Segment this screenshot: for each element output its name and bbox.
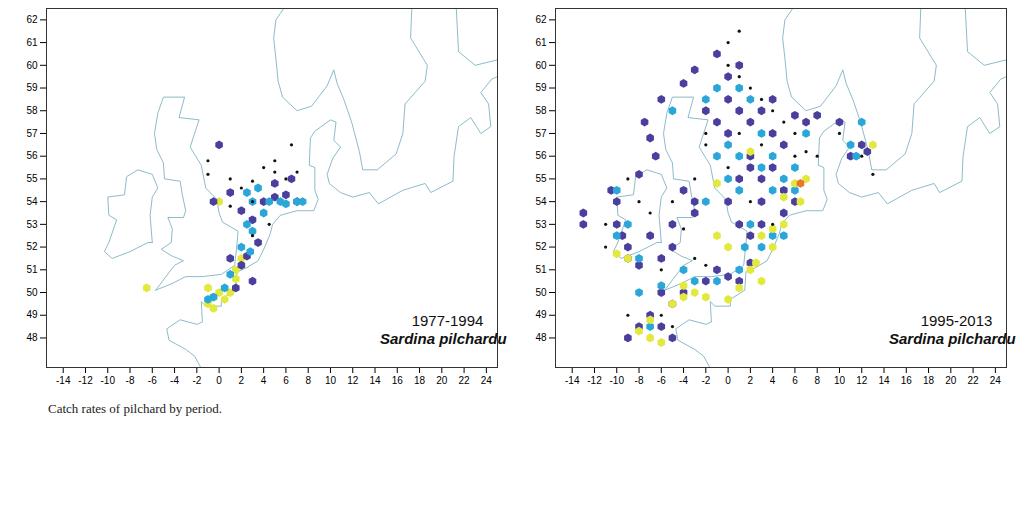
svg-text:18: 18 [414, 375, 426, 386]
svg-text:61: 61 [26, 37, 38, 48]
svg-text:-4: -4 [679, 375, 688, 386]
svg-text:24: 24 [481, 375, 493, 386]
svg-text:10: 10 [834, 375, 846, 386]
svg-text:-2: -2 [192, 375, 201, 386]
svg-text:52: 52 [535, 241, 547, 252]
svg-text:1977-1994: 1977-1994 [412, 312, 484, 329]
svg-text:18: 18 [923, 375, 935, 386]
svg-text:-10: -10 [101, 375, 116, 386]
svg-text:12: 12 [856, 375, 868, 386]
svg-text:53: 53 [26, 219, 38, 230]
svg-text:55: 55 [26, 173, 38, 184]
svg-text:50: 50 [26, 287, 38, 298]
svg-text:51: 51 [26, 264, 38, 275]
svg-text:6: 6 [792, 375, 798, 386]
svg-text:Sardina pilchardus: Sardina pilchardus [889, 330, 1016, 347]
svg-text:10: 10 [325, 375, 337, 386]
svg-text:6: 6 [283, 375, 289, 386]
svg-text:51: 51 [535, 264, 547, 275]
svg-text:54: 54 [26, 196, 38, 207]
svg-text:8: 8 [305, 375, 311, 386]
svg-text:-6: -6 [148, 375, 157, 386]
svg-text:60: 60 [535, 60, 547, 71]
svg-text:49: 49 [26, 309, 38, 320]
svg-text:12: 12 [347, 375, 359, 386]
svg-text:59: 59 [535, 82, 547, 93]
svg-text:-12: -12 [78, 375, 93, 386]
svg-text:62: 62 [26, 14, 38, 25]
svg-text:50: 50 [535, 287, 547, 298]
svg-text:20: 20 [945, 375, 957, 386]
svg-text:60: 60 [26, 60, 38, 71]
svg-text:Sardina pilchardus: Sardina pilchardus [380, 330, 507, 347]
svg-text:22: 22 [459, 375, 471, 386]
svg-text:49: 49 [535, 309, 547, 320]
svg-text:14: 14 [369, 375, 381, 386]
svg-text:20: 20 [436, 375, 448, 386]
svg-text:48: 48 [535, 332, 547, 343]
svg-text:56: 56 [535, 150, 547, 161]
svg-text:-8: -8 [635, 375, 644, 386]
svg-text:-2: -2 [701, 375, 710, 386]
svg-text:53: 53 [535, 219, 547, 230]
svg-text:57: 57 [535, 128, 547, 139]
svg-text:14: 14 [878, 375, 890, 386]
svg-text:-14: -14 [56, 375, 71, 386]
svg-text:22: 22 [968, 375, 980, 386]
svg-text:-14: -14 [565, 375, 580, 386]
svg-text:52: 52 [26, 241, 38, 252]
svg-text:59: 59 [26, 82, 38, 93]
svg-text:57: 57 [26, 128, 38, 139]
svg-text:-12: -12 [587, 375, 602, 386]
svg-text:55: 55 [535, 173, 547, 184]
svg-text:61: 61 [535, 37, 547, 48]
svg-text:56: 56 [26, 150, 38, 161]
svg-text:-6: -6 [657, 375, 666, 386]
svg-text:48: 48 [26, 332, 38, 343]
svg-text:-8: -8 [126, 375, 135, 386]
svg-text:1995-2013: 1995-2013 [921, 312, 993, 329]
svg-text:2: 2 [239, 375, 245, 386]
svg-text:2: 2 [748, 375, 754, 386]
svg-text:58: 58 [26, 105, 38, 116]
svg-text:24: 24 [990, 375, 1002, 386]
svg-text:54: 54 [535, 196, 547, 207]
svg-text:4: 4 [261, 375, 267, 386]
svg-text:8: 8 [814, 375, 820, 386]
svg-text:-4: -4 [170, 375, 179, 386]
html-text:Catch rates of pilchard by per: Catch rates of pilchard by period. [48, 401, 222, 416]
svg-text:16: 16 [901, 375, 913, 386]
svg-text:16: 16 [392, 375, 404, 386]
svg-text:0: 0 [216, 375, 222, 386]
svg-text:4: 4 [770, 375, 776, 386]
svg-text:-10: -10 [610, 375, 625, 386]
svg-text:58: 58 [535, 105, 547, 116]
svg-text:0: 0 [725, 375, 731, 386]
svg-text:62: 62 [535, 14, 547, 25]
